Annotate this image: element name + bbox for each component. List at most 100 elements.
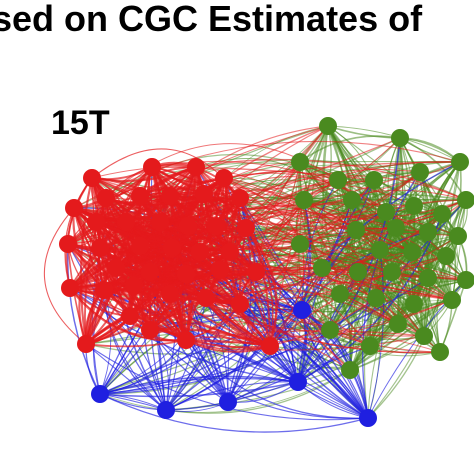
green-node xyxy=(443,291,461,309)
red-node xyxy=(231,189,249,207)
green-node xyxy=(295,191,313,209)
red-node xyxy=(197,289,215,307)
network-edge xyxy=(79,177,94,345)
network-edge xyxy=(125,221,453,301)
red-node xyxy=(177,265,195,283)
green-node xyxy=(457,271,474,289)
green-node xyxy=(371,241,389,259)
network-edge xyxy=(84,270,151,345)
red-node xyxy=(91,239,109,257)
network-edge xyxy=(169,125,329,197)
red-node xyxy=(207,217,225,235)
network-edge xyxy=(151,166,375,181)
blue-node xyxy=(157,401,175,419)
network-edge xyxy=(69,273,467,289)
green-node xyxy=(377,203,395,221)
network-edge xyxy=(115,249,241,305)
network-edge xyxy=(239,175,467,201)
network-edge xyxy=(399,137,467,201)
green-node xyxy=(415,327,433,345)
red-node xyxy=(87,213,105,231)
network-edge xyxy=(185,335,425,351)
green-node xyxy=(405,295,423,313)
red-node xyxy=(117,213,135,231)
network-edge xyxy=(223,161,461,179)
green-node xyxy=(403,243,421,261)
red-node xyxy=(195,185,213,203)
green-node xyxy=(419,269,437,287)
network-edge xyxy=(138,165,197,247)
green-node xyxy=(349,263,367,281)
network-edge xyxy=(301,309,369,419)
red-node xyxy=(177,331,195,349)
red-node xyxy=(95,281,113,299)
red-node xyxy=(163,239,181,257)
network-edge xyxy=(133,285,271,348)
network-edge xyxy=(299,135,401,163)
network-edge xyxy=(219,199,353,271)
red-node xyxy=(215,169,233,187)
blue-node xyxy=(91,385,109,403)
red-node xyxy=(211,261,229,279)
network-edge xyxy=(149,227,397,331)
network-edge xyxy=(195,158,467,201)
network-edge xyxy=(185,273,377,299)
green-node xyxy=(383,263,401,281)
network-edge xyxy=(85,343,167,411)
network-edge xyxy=(73,207,131,317)
network-edge xyxy=(103,289,299,383)
panel-label: 15T xyxy=(51,104,110,142)
green-node xyxy=(329,171,347,189)
network-edge xyxy=(269,255,447,347)
red-node xyxy=(107,259,125,277)
network-edge xyxy=(185,273,351,371)
red-node xyxy=(141,321,159,339)
red-node xyxy=(141,263,159,281)
network-edge xyxy=(255,179,339,273)
red-node xyxy=(83,169,101,187)
network-edge xyxy=(203,161,301,195)
green-node xyxy=(405,197,423,215)
network-edge xyxy=(85,339,187,348)
red-node xyxy=(65,199,83,217)
network-edge xyxy=(185,243,301,341)
red-node xyxy=(59,235,77,253)
network-edge xyxy=(227,309,303,403)
network-edge xyxy=(85,221,131,345)
red-node xyxy=(61,279,79,297)
network-edge xyxy=(205,199,467,299)
network-edge xyxy=(187,125,329,227)
green-node xyxy=(431,343,449,361)
red-node xyxy=(151,213,169,231)
network-edge xyxy=(89,166,153,331)
network-edge xyxy=(138,195,188,341)
red-node xyxy=(131,237,149,255)
blue-node xyxy=(219,393,237,411)
green-node xyxy=(313,259,331,277)
network-edge xyxy=(99,381,299,398)
red-node xyxy=(143,158,161,176)
red-node xyxy=(97,189,115,207)
network-edge xyxy=(159,221,441,353)
red-node xyxy=(121,307,139,325)
green-node xyxy=(449,227,467,245)
red-node xyxy=(161,187,179,205)
red-node xyxy=(261,337,279,355)
network-edge xyxy=(362,171,421,419)
network-edge xyxy=(66,243,101,395)
green-node xyxy=(319,117,337,135)
blue-node xyxy=(289,373,307,391)
network-edge xyxy=(129,179,375,317)
network-edge xyxy=(169,187,357,231)
red-node xyxy=(161,285,179,303)
red-node xyxy=(191,243,209,261)
network-edge xyxy=(299,179,375,245)
red-node xyxy=(187,158,205,176)
green-node xyxy=(451,153,469,171)
network-edge xyxy=(99,277,429,395)
network-edge xyxy=(69,287,167,411)
green-node xyxy=(433,205,451,223)
green-node xyxy=(341,361,359,379)
green-node xyxy=(389,315,407,333)
